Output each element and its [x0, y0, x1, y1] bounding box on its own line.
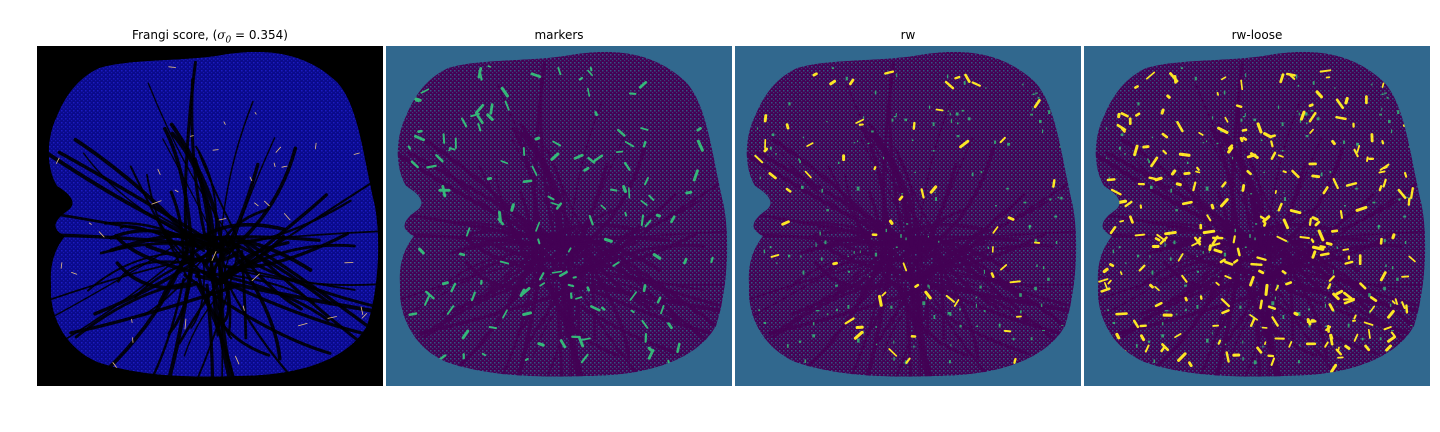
panel-frangi-image: [37, 46, 383, 386]
panel-title-frangi: Frangi score, (σ0 = 0.354): [37, 27, 383, 48]
sigma-subscript: 0: [225, 35, 232, 46]
rw-loose-image: [1084, 46, 1430, 386]
panel-title-rw-loose: rw-loose: [1231, 28, 1283, 42]
panel-title-rw: rw: [900, 28, 916, 42]
rw-image: [735, 46, 1081, 386]
panel-title-markers: markers: [534, 28, 584, 42]
panel-markers-image: [386, 46, 732, 386]
markers-image: [386, 46, 732, 386]
frangi-image: [37, 46, 383, 386]
sigma-symbol: σ: [217, 28, 226, 42]
title-suffix: = 0.354): [231, 28, 288, 42]
panel-rw-loose-image: [1084, 46, 1430, 386]
title-prefix: Frangi score, (: [132, 28, 218, 42]
panel-rw-image: [735, 46, 1081, 386]
